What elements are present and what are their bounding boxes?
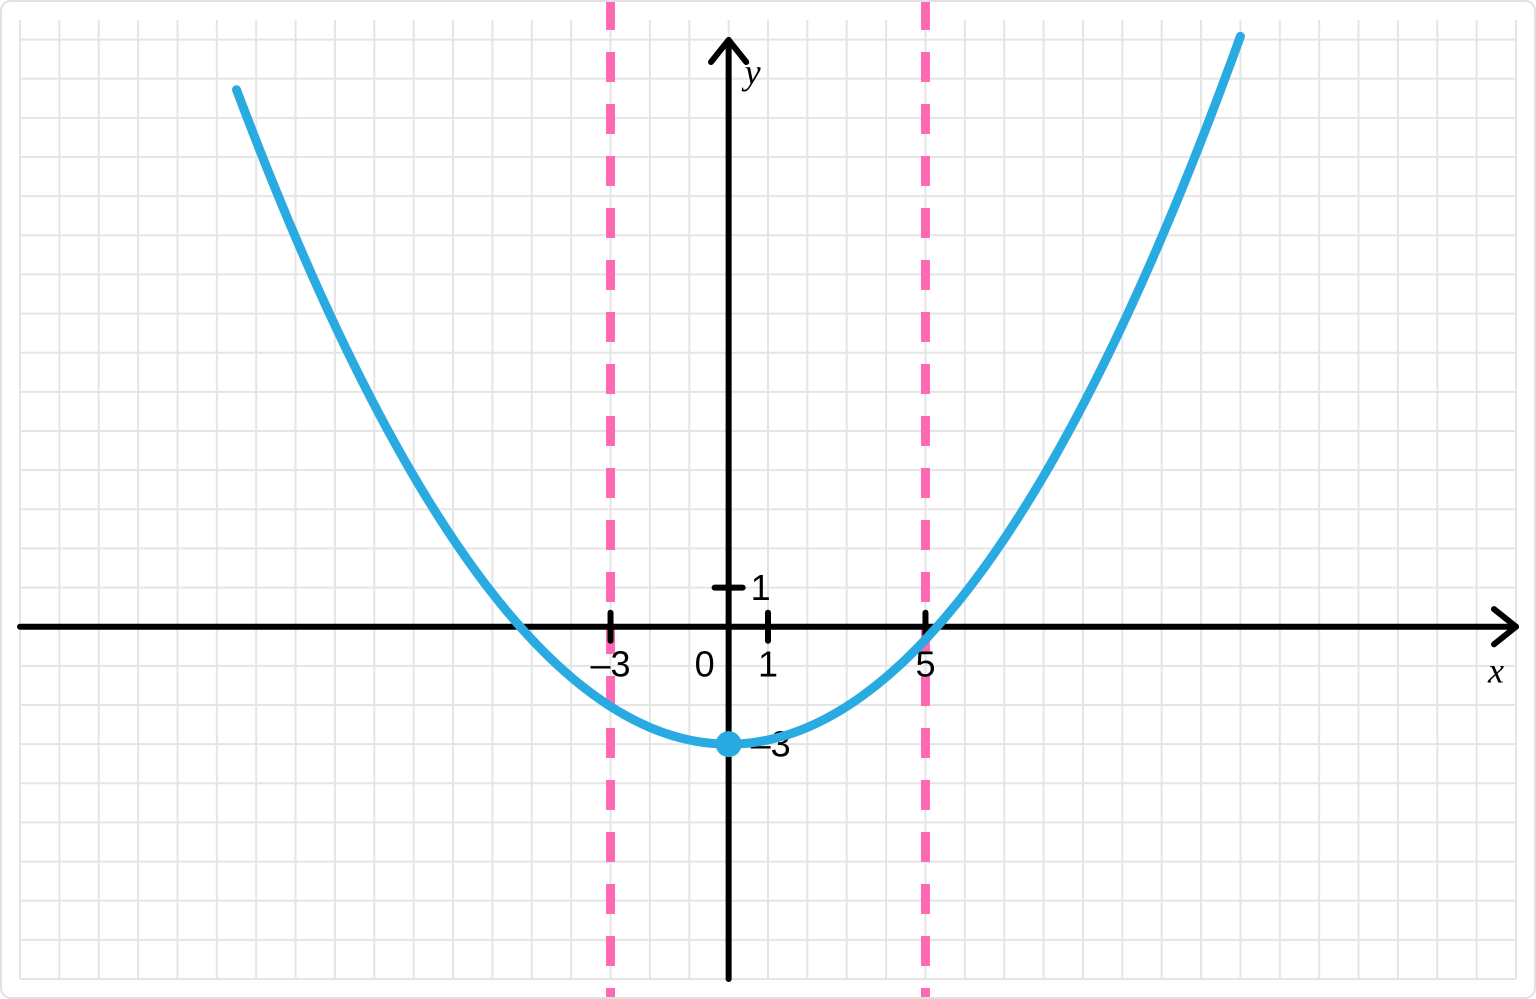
vertex-point [716, 731, 742, 757]
parabola-chart: –3151–30xy [0, 0, 1536, 999]
chart-svg: –3151–30xy [0, 0, 1536, 999]
y-tick-label: 1 [751, 567, 771, 608]
x-tick-label: 1 [758, 644, 778, 685]
x-tick-label: –3 [591, 644, 631, 685]
origin-label: 0 [695, 644, 715, 685]
y-axis-label: y [742, 52, 761, 92]
x-axis-label: x [1487, 651, 1504, 691]
